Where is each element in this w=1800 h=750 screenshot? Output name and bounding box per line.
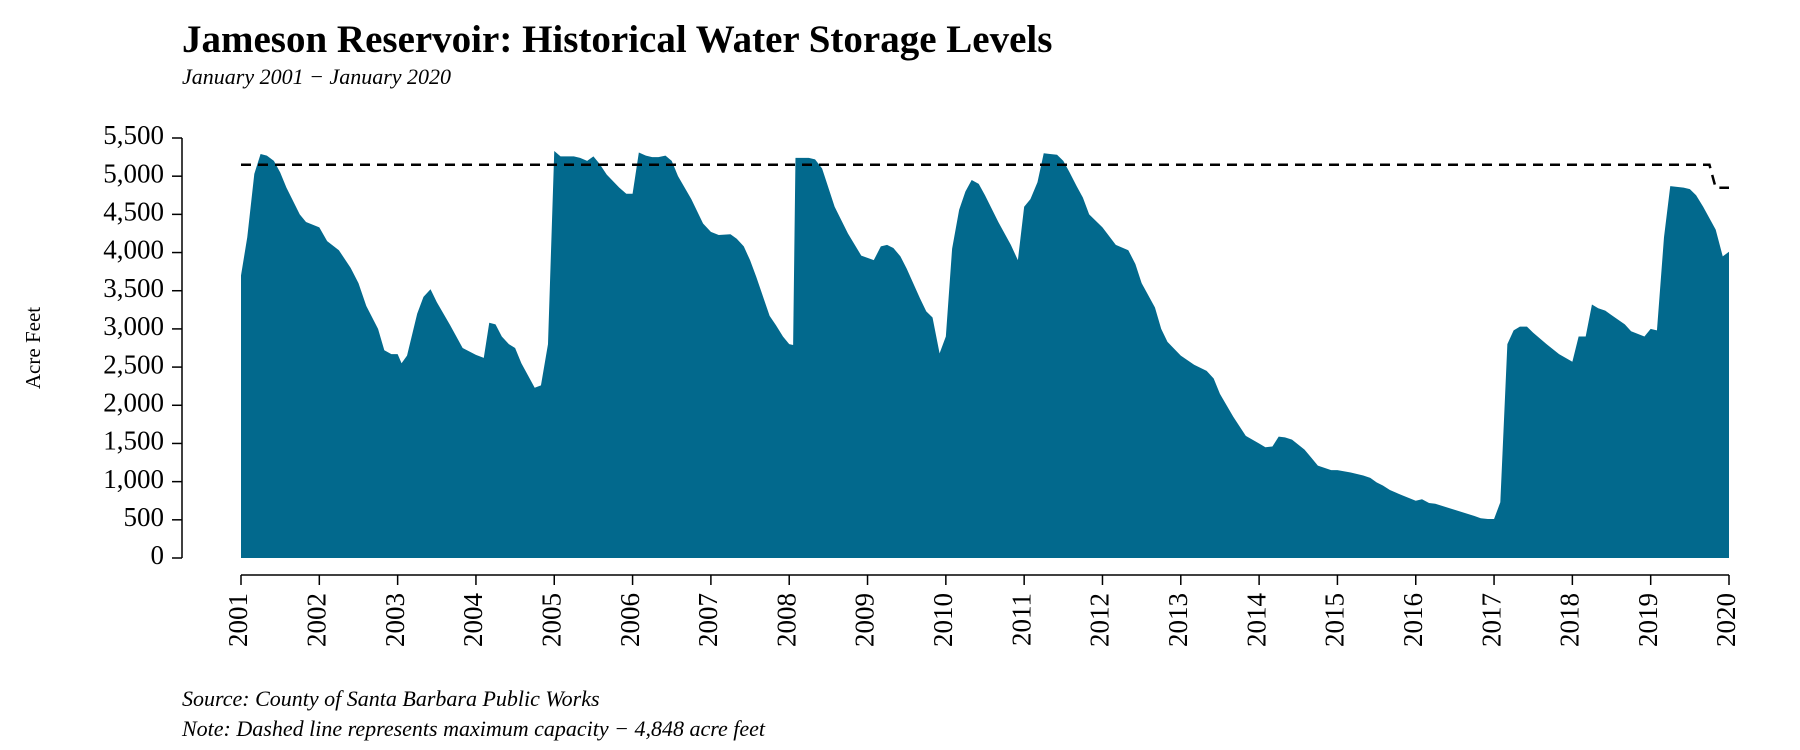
x-tick-label: 2014 — [1241, 593, 1271, 648]
x-tick-label: 2017 — [1476, 593, 1506, 647]
x-tick-label: 2010 — [928, 593, 958, 647]
chart-title: Jameson Reservoir: Historical Water Stor… — [182, 18, 1052, 61]
x-tick-label: 2003 — [380, 593, 410, 647]
x-tick-label: 2012 — [1085, 593, 1115, 647]
y-tick-label: 3,500 — [103, 273, 164, 303]
x-tick-label: 2019 — [1633, 593, 1663, 647]
y-tick-label: 0 — [151, 540, 165, 570]
capacity-line — [241, 163, 1729, 190]
y-tick-label: 1,500 — [103, 426, 164, 456]
x-tick-label: 2018 — [1555, 593, 1585, 647]
x-tick-label: 2009 — [850, 593, 880, 647]
footnote: Note: Dashed line represents maximum cap… — [181, 716, 766, 741]
x-tick-label: 2015 — [1320, 593, 1350, 647]
x-tick-label: 2006 — [615, 593, 645, 647]
storage-area — [241, 150, 1729, 558]
x-tick-label: 2016 — [1398, 593, 1428, 647]
x-tick-label: 2007 — [693, 593, 723, 647]
x-tick-label: 2002 — [302, 593, 332, 647]
x-tick-label: 2008 — [771, 593, 801, 647]
x-tick-label: 2005 — [536, 593, 566, 647]
x-tick-label: 2001 — [223, 593, 253, 647]
y-tick-label: 1,000 — [103, 464, 164, 494]
chart-subtitle: January 2001 − January 2020 — [182, 64, 451, 89]
x-tick-label: 2020 — [1711, 593, 1741, 647]
y-tick-label: 5,500 — [103, 120, 164, 150]
y-tick-label: 4,500 — [103, 197, 164, 227]
y-tick-label: 5,000 — [103, 158, 164, 188]
y-axis-label: Acre Feet — [21, 307, 45, 389]
x-tick-label: 2013 — [1163, 593, 1193, 647]
y-tick-label: 3,000 — [103, 311, 164, 341]
y-tick-label: 2,000 — [103, 387, 164, 417]
y-tick-label: 500 — [124, 502, 165, 532]
source-note: Source: County of Santa Barbara Public W… — [182, 686, 600, 711]
x-tick-label: 2011 — [1006, 593, 1036, 646]
y-tick-label: 4,000 — [103, 235, 164, 265]
y-tick-label: 2,500 — [103, 349, 164, 379]
x-tick-label: 2004 — [458, 593, 488, 648]
